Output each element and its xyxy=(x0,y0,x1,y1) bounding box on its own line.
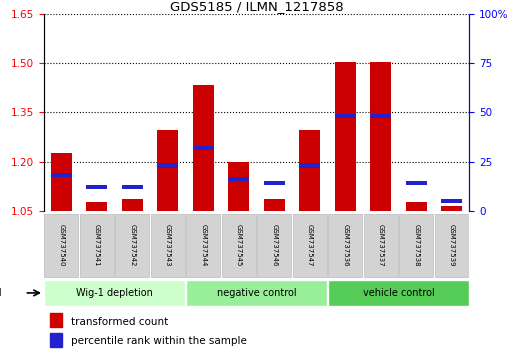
FancyBboxPatch shape xyxy=(115,214,149,276)
Text: GSM737543: GSM737543 xyxy=(165,224,171,267)
Bar xyxy=(122,185,143,189)
Bar xyxy=(441,199,462,203)
Text: GSM737538: GSM737538 xyxy=(413,224,419,267)
Title: GDS5185 / ILMN_1217858: GDS5185 / ILMN_1217858 xyxy=(170,0,343,13)
FancyBboxPatch shape xyxy=(45,214,78,276)
Bar xyxy=(192,145,214,150)
Bar xyxy=(370,62,391,211)
FancyBboxPatch shape xyxy=(328,214,362,276)
Text: GSM737539: GSM737539 xyxy=(449,224,455,267)
Text: GSM737544: GSM737544 xyxy=(200,224,206,266)
Bar xyxy=(299,163,320,167)
FancyBboxPatch shape xyxy=(186,280,327,306)
Bar xyxy=(334,114,356,119)
FancyBboxPatch shape xyxy=(186,214,220,276)
Bar xyxy=(86,202,107,211)
Bar xyxy=(264,199,285,211)
Bar xyxy=(51,153,72,211)
Text: GSM737540: GSM737540 xyxy=(58,224,64,267)
FancyBboxPatch shape xyxy=(399,214,433,276)
Bar xyxy=(405,181,427,185)
FancyBboxPatch shape xyxy=(293,214,327,276)
Text: percentile rank within the sample: percentile rank within the sample xyxy=(71,336,247,346)
Bar xyxy=(157,130,179,211)
FancyBboxPatch shape xyxy=(80,214,114,276)
Text: Wig-1 depletion: Wig-1 depletion xyxy=(76,288,153,298)
Bar xyxy=(228,161,249,211)
Bar xyxy=(441,206,462,211)
Bar xyxy=(334,62,356,211)
Text: GSM737545: GSM737545 xyxy=(236,224,242,266)
FancyBboxPatch shape xyxy=(45,280,185,306)
Bar xyxy=(228,177,249,181)
FancyBboxPatch shape xyxy=(222,214,255,276)
Bar xyxy=(50,333,62,347)
FancyBboxPatch shape xyxy=(435,214,468,276)
Bar xyxy=(51,173,72,177)
Bar xyxy=(192,85,214,211)
Bar xyxy=(299,130,320,211)
FancyBboxPatch shape xyxy=(151,214,185,276)
Text: GSM737546: GSM737546 xyxy=(271,224,277,267)
Text: GSM737536: GSM737536 xyxy=(342,224,348,267)
Bar xyxy=(405,202,427,211)
Text: GSM737547: GSM737547 xyxy=(307,224,313,267)
Bar xyxy=(157,163,179,167)
FancyBboxPatch shape xyxy=(364,214,398,276)
Bar xyxy=(370,114,391,119)
Text: protocol: protocol xyxy=(0,288,2,298)
Bar xyxy=(264,181,285,185)
Text: vehicle control: vehicle control xyxy=(363,288,435,298)
Text: transformed count: transformed count xyxy=(71,316,169,327)
FancyBboxPatch shape xyxy=(328,280,468,306)
Text: GSM737541: GSM737541 xyxy=(94,224,100,267)
FancyBboxPatch shape xyxy=(258,214,291,276)
Text: GSM737537: GSM737537 xyxy=(378,224,384,267)
Text: GSM737542: GSM737542 xyxy=(129,224,135,266)
Text: negative control: negative control xyxy=(216,288,297,298)
Bar xyxy=(86,185,108,189)
Bar xyxy=(122,199,143,211)
Bar xyxy=(50,313,62,327)
